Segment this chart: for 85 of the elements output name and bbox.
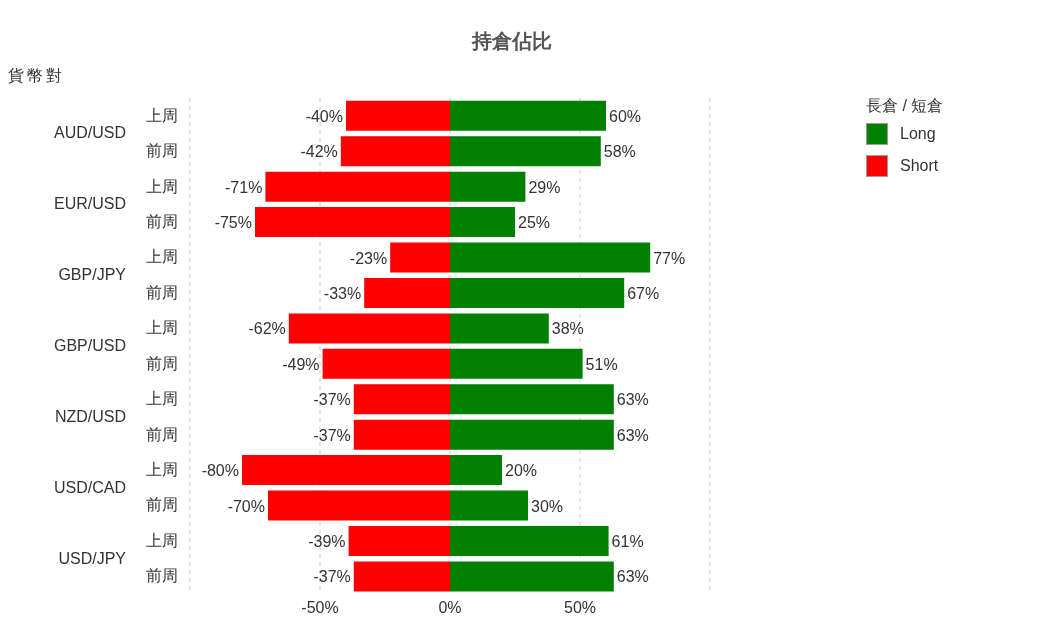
y-tick-label: 前周	[146, 213, 178, 230]
y-tick-label: 上周	[146, 390, 178, 408]
y-tick-label: 前周	[146, 496, 178, 514]
data-label: 58%	[603, 143, 636, 161]
y-tick-label: 前周	[146, 142, 178, 160]
data-label: 77%	[653, 249, 686, 267]
x-tick-label: 0%	[438, 599, 462, 617]
bar	[346, 100, 450, 131]
y-tick-label: 上周	[146, 248, 178, 266]
data-label: 30%	[531, 497, 564, 515]
data-label: -37%	[313, 391, 351, 409]
bar	[340, 136, 450, 167]
bar	[353, 419, 450, 450]
data-label: 63%	[616, 426, 649, 444]
bar	[364, 277, 450, 308]
bar	[450, 242, 651, 273]
y-tick-label: 前周	[146, 283, 178, 301]
data-label: 63%	[616, 391, 649, 409]
bar	[450, 561, 614, 592]
chart-title: 持倉佔比	[470, 29, 553, 54]
bar	[242, 455, 450, 486]
data-label: 60%	[609, 107, 642, 125]
bar	[450, 348, 583, 379]
bar	[450, 277, 625, 308]
bar	[353, 384, 450, 415]
x-tick-label: -50%	[301, 599, 339, 617]
bar	[353, 561, 450, 592]
text: USD/CAD	[53, 478, 126, 496]
bar	[265, 171, 450, 202]
y-tick-label: 前周	[146, 354, 178, 372]
legend-title: 長倉 / 短倉	[866, 96, 945, 116]
data-label: -49%	[282, 355, 320, 373]
bar	[450, 525, 609, 556]
data-label: -23%	[349, 249, 388, 267]
data-label: 61%	[611, 532, 644, 550]
text: GBP/USD	[53, 337, 126, 354]
legend-label: Long	[899, 124, 937, 144]
data-label: 63%	[616, 568, 649, 586]
bar	[348, 525, 450, 556]
legend-label: Short	[899, 156, 940, 176]
data-label: -39%	[308, 532, 346, 550]
bar	[450, 171, 526, 202]
bar	[450, 100, 606, 131]
data-label: -37%	[313, 568, 351, 586]
y-tick-label: 上周	[146, 106, 178, 124]
bar	[450, 207, 515, 238]
data-label: -40%	[305, 107, 343, 125]
text: 貨幣對	[8, 66, 65, 86]
data-label: 20%	[505, 462, 538, 480]
y-tick-label: 前周	[146, 567, 178, 585]
text: AUD/USD	[53, 124, 126, 142]
text: NZD/USD	[54, 407, 126, 425]
bar	[288, 313, 450, 344]
data-label: -75%	[214, 214, 252, 232]
text: GBP/JPY	[58, 266, 127, 284]
y-tick-label: 上周	[146, 461, 178, 478]
text: USD/JPY	[58, 549, 127, 567]
bar	[450, 136, 601, 167]
y-tick-label: 上周	[146, 177, 178, 195]
data-label: -62%	[248, 320, 286, 338]
data-label: -33%	[323, 284, 362, 302]
y-tick-label: 前周	[146, 425, 178, 443]
y-tick-label: 上周	[146, 319, 178, 337]
bar	[450, 455, 502, 486]
data-label: 25%	[518, 214, 551, 232]
bar	[322, 348, 450, 379]
data-label: -42%	[300, 143, 338, 161]
bar	[450, 419, 614, 450]
data-label: -80%	[201, 462, 239, 480]
bar	[450, 490, 528, 521]
data-label: 51%	[585, 355, 618, 373]
data-label: -71%	[225, 178, 263, 196]
bar	[255, 207, 450, 238]
text: EUR/USD	[53, 195, 126, 213]
bar	[390, 242, 450, 273]
bar	[450, 384, 614, 415]
bar	[450, 313, 549, 344]
data-label: 38%	[551, 320, 584, 338]
bar	[268, 490, 450, 521]
data-label: -70%	[227, 497, 265, 515]
x-tick-label: 50%	[563, 599, 597, 617]
data-label: 67%	[627, 284, 660, 302]
data-label: 29%	[528, 178, 561, 196]
y-tick-label: 上周	[146, 531, 178, 549]
data-label: -37%	[313, 426, 351, 444]
